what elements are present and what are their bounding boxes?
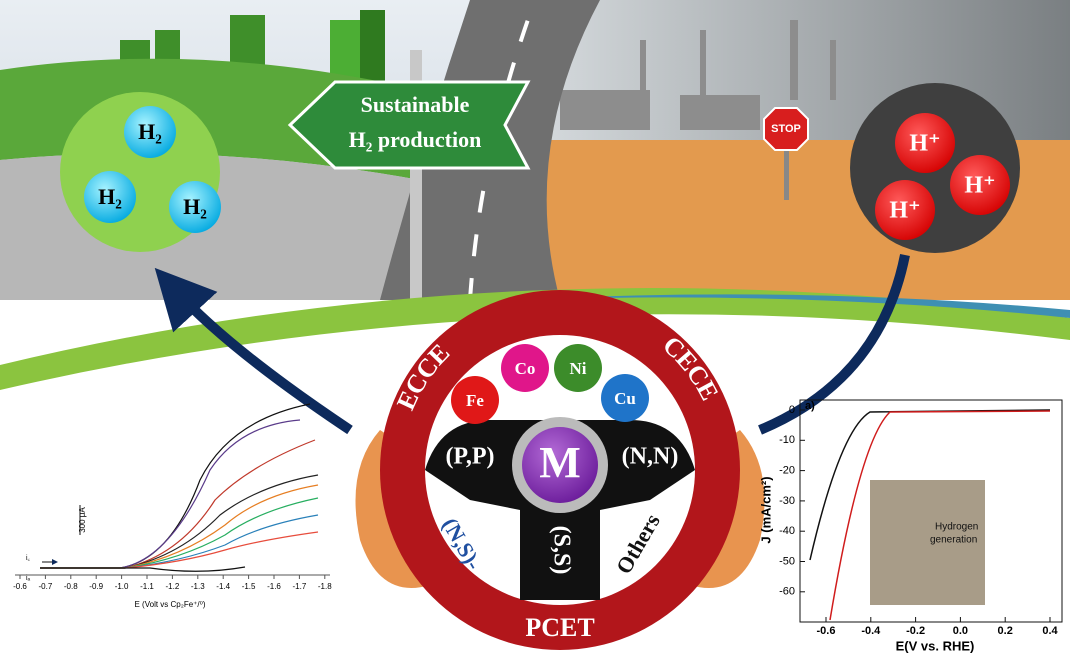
y-tick-label: -40 [779, 525, 795, 537]
x-tick-label: -0.2 [906, 625, 925, 637]
arrow-from-h-plus [758, 254, 910, 435]
x-tick-label: -1.3 [191, 582, 205, 591]
y-tick-label: -30 [779, 495, 795, 507]
x-tick-label: -1.7 [293, 582, 307, 591]
banner-line2: H₂ production [349, 127, 482, 152]
h2-label: H₂ [138, 119, 162, 144]
x-tick-label: -0.7 [39, 582, 53, 591]
y-tick-label: -50 [779, 555, 795, 567]
panel-label: a) [805, 400, 815, 412]
x-tick-label: 0.0 [953, 625, 968, 637]
cv-plot [15, 403, 330, 576]
x-tick-label: -0.6 [817, 625, 836, 637]
center-label: M [539, 438, 581, 487]
current-label: i꜀ [26, 555, 31, 562]
metal-ball [554, 344, 602, 392]
inset-text: generation [930, 535, 977, 546]
x-tick-label: -1.6 [267, 582, 281, 591]
mechanism: PCET [525, 613, 594, 642]
ligand: (S,S) [548, 526, 574, 575]
h-plus-bubble [875, 180, 935, 240]
stop-sign [763, 107, 809, 151]
x-tick-label: -1.1 [140, 582, 154, 591]
h2-bubble [84, 171, 136, 223]
curve [829, 410, 1051, 621]
h2-bubble [169, 181, 221, 233]
h-plus-label: H⁺ [964, 173, 995, 199]
plot-frame [799, 399, 1063, 623]
h-plus-bubble [895, 113, 955, 173]
factories [560, 20, 836, 130]
metal-ball [501, 344, 549, 392]
inset-text: Hydrogen [935, 522, 978, 533]
metal-label: Co [515, 359, 536, 378]
metal-label: Ni [570, 359, 587, 378]
y-tick-label: 0 [789, 404, 795, 416]
x-tick-label: -0.8 [64, 582, 78, 591]
metal-label: Fe [466, 391, 484, 410]
arrow-to-h2 [154, 267, 353, 435]
x-tick-label: -0.9 [89, 582, 103, 591]
x-tick-label: 0.4 [1042, 625, 1058, 637]
banner [287, 80, 531, 170]
x-tick-label: -1.5 [242, 582, 256, 591]
x-tick-label: -1.0 [115, 582, 129, 591]
y-axis-label: J (mA/cm²) [758, 476, 773, 543]
h2-label: H₂ [98, 184, 122, 209]
y-tick-label: -10 [779, 434, 795, 446]
green-arc [0, 288, 1070, 390]
h2-bubble [124, 106, 176, 158]
x-tick-label: -1.8 [318, 582, 332, 591]
x-tick-label: -0.6 [13, 582, 27, 591]
x-tick-label: -0.4 [861, 625, 881, 637]
h-plus-label: H⁺ [889, 198, 920, 224]
ligand: (N,N) [622, 444, 679, 470]
curve [809, 409, 1051, 561]
metal-ball [601, 374, 649, 422]
current-label: iₐ [26, 575, 31, 582]
y-tick-label: -20 [779, 465, 795, 477]
cv-x-label: E (Volt vs Cp₂Fe⁺/⁰) [135, 600, 206, 609]
stop-pole [784, 145, 789, 200]
stop-text: STOP [771, 123, 801, 135]
h-plus-label: H⁺ [909, 131, 940, 157]
x-tick-label: -1.4 [216, 582, 230, 591]
x-tick-label: 0.2 [998, 625, 1013, 637]
x-tick-label: -1.2 [166, 582, 180, 591]
banner-line1: Sustainable [361, 92, 470, 117]
metal-center [522, 427, 598, 503]
scale-bar-label: 300 μA [78, 507, 87, 533]
metal-label: Cu [614, 389, 636, 408]
ligand: (P,P) [445, 444, 494, 470]
h2-label: H₂ [183, 194, 207, 219]
metal-ball [451, 376, 499, 424]
water [520, 294, 1070, 318]
inset-photo [870, 480, 985, 605]
x-axis-label: E(V vs. RHE) [896, 638, 975, 653]
h-plus-bubble [950, 155, 1010, 215]
y-tick-label: -60 [779, 586, 795, 598]
